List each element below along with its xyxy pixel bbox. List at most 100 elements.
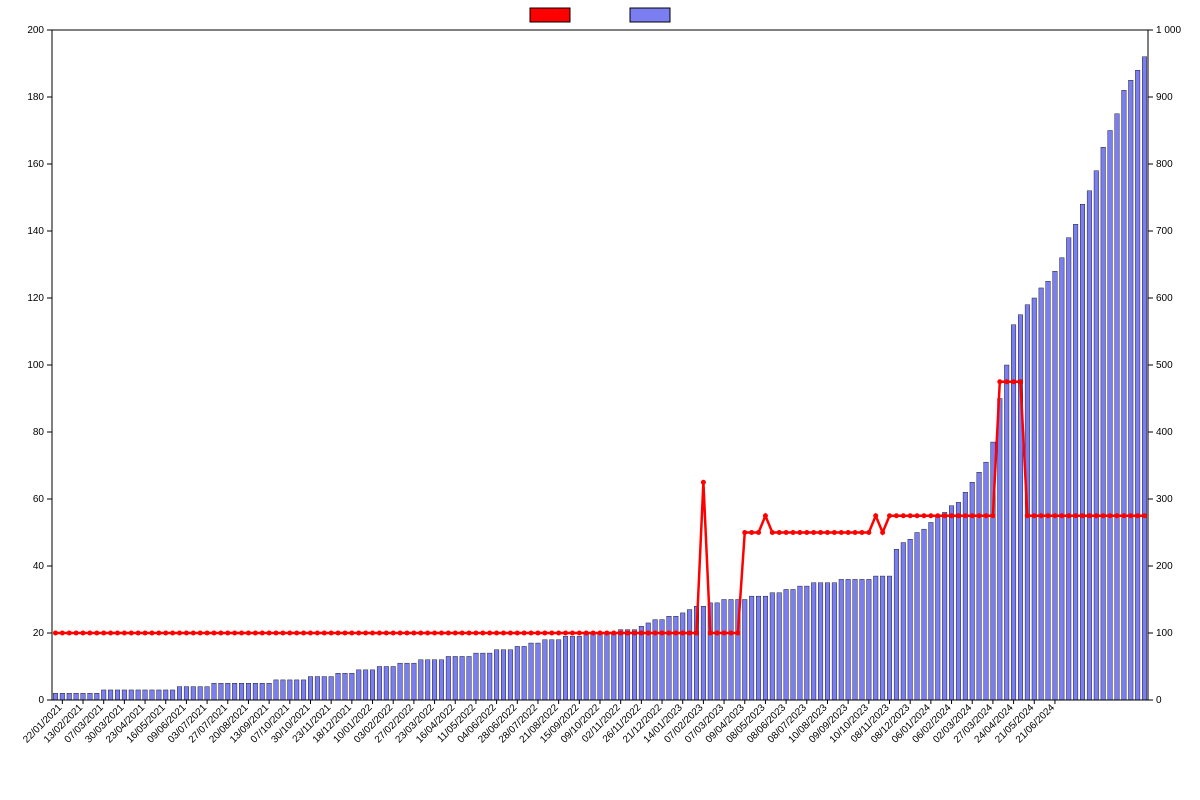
line-marker <box>694 631 699 636</box>
bar <box>1060 258 1065 700</box>
bar <box>350 673 355 700</box>
line-marker <box>391 631 396 636</box>
bar <box>825 583 830 700</box>
bar <box>363 670 368 700</box>
line-marker <box>839 530 844 535</box>
line-marker <box>232 631 237 636</box>
bar <box>1115 114 1120 700</box>
line-marker <box>928 513 933 518</box>
line-marker <box>101 631 106 636</box>
legend-swatch <box>630 8 670 22</box>
line-marker <box>618 631 623 636</box>
bar <box>446 656 451 700</box>
line-marker <box>901 513 906 518</box>
bar <box>274 680 279 700</box>
bar <box>460 656 465 700</box>
line-marker <box>274 631 279 636</box>
line-marker <box>563 631 568 636</box>
line-marker <box>522 631 527 636</box>
bar <box>805 586 810 700</box>
line-marker <box>267 631 272 636</box>
line-marker <box>342 631 347 636</box>
line-marker <box>728 631 733 636</box>
line-marker <box>418 631 423 636</box>
line-marker <box>225 631 230 636</box>
bar <box>1135 70 1140 700</box>
bar <box>922 529 927 700</box>
line-marker <box>170 631 175 636</box>
line-marker <box>921 513 926 518</box>
line-marker <box>970 513 975 518</box>
line-marker <box>1066 513 1071 518</box>
bar <box>729 600 734 701</box>
bar <box>867 579 872 700</box>
line-marker <box>480 631 485 636</box>
bar <box>177 687 182 700</box>
line-marker <box>701 480 706 485</box>
bar <box>432 660 437 700</box>
bar <box>1018 315 1023 700</box>
y-right-tick-label: 300 <box>1156 494 1173 505</box>
line-marker <box>453 631 458 636</box>
bar <box>977 472 982 700</box>
y-left-tick-label: 100 <box>27 360 44 371</box>
line-marker <box>742 530 747 535</box>
line-marker <box>549 631 554 636</box>
line-marker <box>584 631 589 636</box>
bar <box>329 677 334 700</box>
line-marker <box>446 631 451 636</box>
bar <box>1039 288 1044 700</box>
line-marker <box>487 631 492 636</box>
bar <box>873 576 878 700</box>
bar <box>322 677 327 700</box>
bar <box>198 687 203 700</box>
y-left-tick-label: 180 <box>27 92 44 103</box>
bar <box>67 693 72 700</box>
line-marker <box>1080 513 1085 518</box>
line-marker <box>687 631 692 636</box>
line-marker <box>377 631 382 636</box>
bar <box>998 399 1003 701</box>
line-marker <box>205 631 210 636</box>
bar <box>136 690 141 700</box>
line-marker <box>749 530 754 535</box>
bar <box>639 626 644 700</box>
line-marker <box>398 631 403 636</box>
line-marker <box>797 530 802 535</box>
bar <box>163 690 168 700</box>
bar <box>412 663 417 700</box>
line-marker <box>963 513 968 518</box>
bar <box>549 640 554 700</box>
bar <box>770 593 775 700</box>
bar <box>122 690 127 700</box>
line-marker <box>425 631 430 636</box>
bar <box>95 693 100 700</box>
line-marker <box>977 513 982 518</box>
line-marker <box>211 631 216 636</box>
line-marker <box>708 631 713 636</box>
bar <box>1128 80 1133 700</box>
line-marker <box>94 631 99 636</box>
y-right-tick-label: 0 <box>1156 695 1162 706</box>
line-marker <box>804 530 809 535</box>
line-marker <box>866 530 871 535</box>
bar <box>591 633 596 700</box>
bar <box>60 693 65 700</box>
line-marker <box>411 631 416 636</box>
bar <box>949 506 954 700</box>
line-marker <box>336 631 341 636</box>
bar <box>439 660 444 700</box>
bar <box>343 673 348 700</box>
line-marker <box>349 631 354 636</box>
bar <box>667 616 672 700</box>
bar <box>942 512 947 700</box>
bar <box>1122 90 1127 700</box>
bar <box>53 693 58 700</box>
bar <box>1108 131 1113 701</box>
bar <box>515 646 520 700</box>
bar <box>632 630 637 700</box>
bar <box>543 640 548 700</box>
line-marker <box>87 631 92 636</box>
line-marker <box>853 530 858 535</box>
line-marker <box>1046 513 1051 518</box>
